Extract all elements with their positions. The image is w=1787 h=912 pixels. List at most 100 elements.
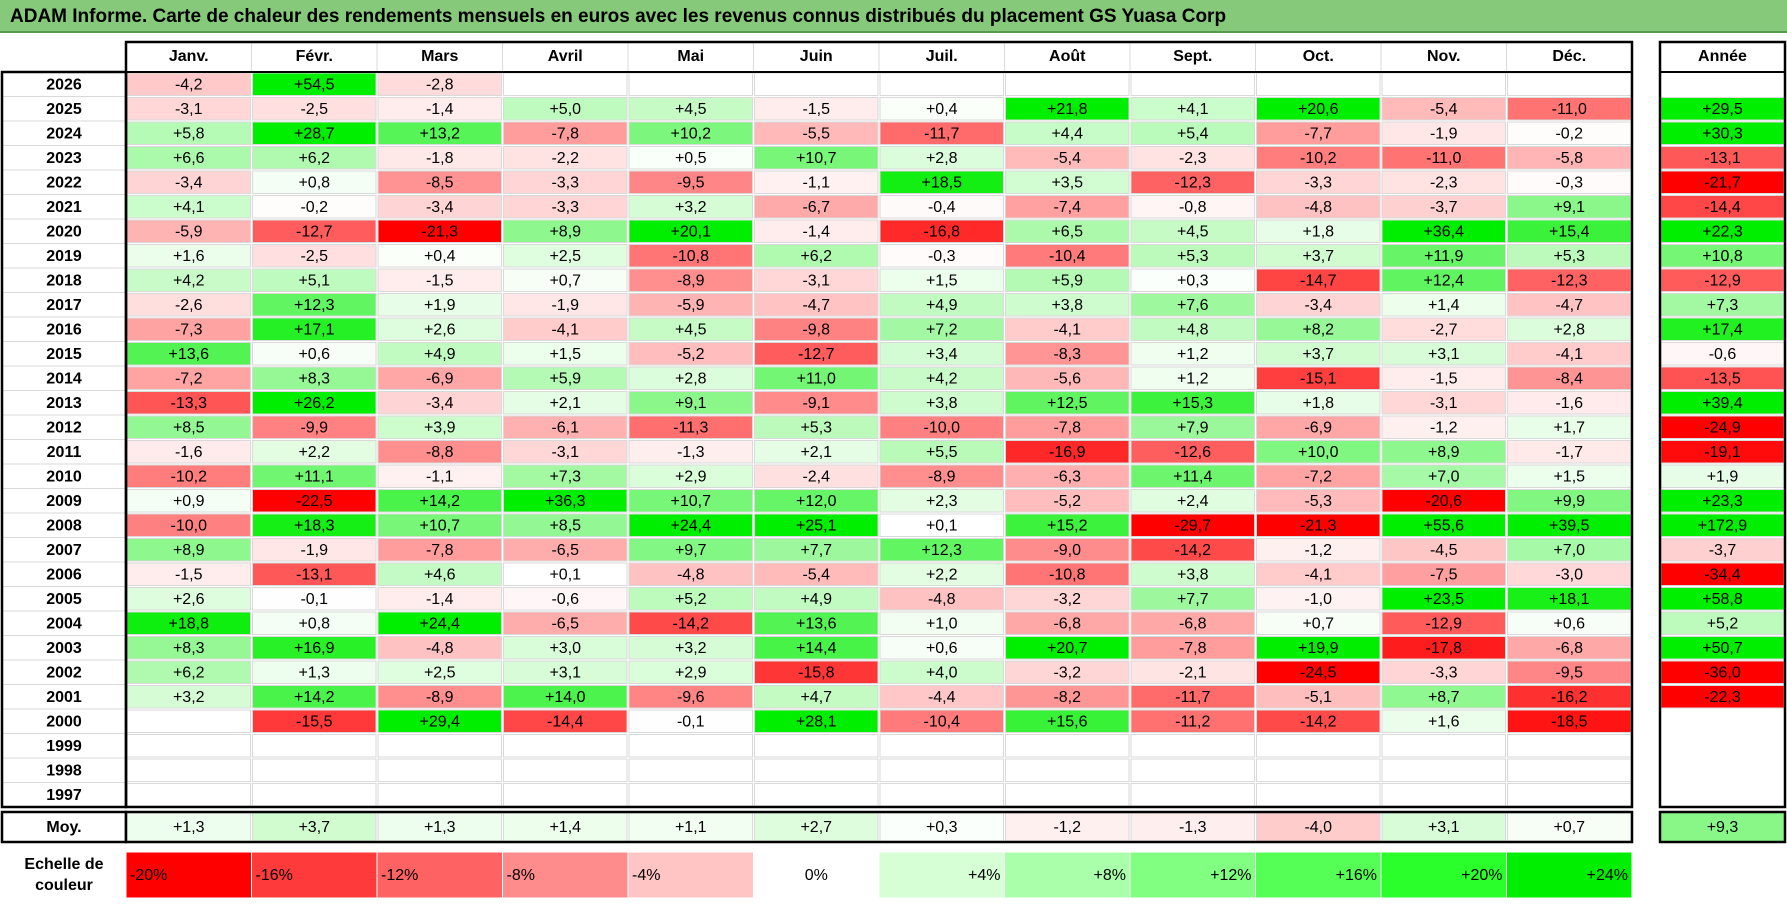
heat-cell <box>754 317 879 341</box>
heat-value: -2,4 <box>802 468 830 485</box>
heat-value: -3,1 <box>1430 395 1458 412</box>
heat-value: +12,3 <box>922 542 963 559</box>
heat-cell <box>503 562 628 586</box>
heat-value: +2,1 <box>800 444 832 461</box>
year-label-2022: 2022 <box>46 174 82 191</box>
month-header-0: Janv. <box>169 48 209 65</box>
heat-cell <box>377 660 502 684</box>
heat-value: +18,5 <box>922 174 963 191</box>
heat-value: -7,7 <box>1304 125 1332 142</box>
heat-value: +4,5 <box>675 321 707 338</box>
heat-cell <box>1256 489 1381 513</box>
heat-cell <box>252 587 377 611</box>
heat-cell <box>503 72 628 96</box>
heat-value: -3,4 <box>175 174 203 191</box>
year-label-2010: 2010 <box>46 468 82 485</box>
heat-cell <box>1256 587 1381 611</box>
heat-value: +6,2 <box>800 248 832 265</box>
heat-cell <box>1256 72 1381 96</box>
heat-value: +0,7 <box>1302 615 1334 632</box>
heat-cell <box>1005 562 1130 586</box>
heat-value: -0,4 <box>928 199 956 216</box>
heat-value: -9,5 <box>677 174 705 191</box>
heat-cell <box>628 146 753 170</box>
heat-value: +7,7 <box>1177 591 1209 608</box>
average-value: +0,3 <box>926 819 958 836</box>
heat-cell <box>503 293 628 317</box>
heat-cell <box>1130 293 1255 317</box>
heat-value: -5,8 <box>1555 150 1583 167</box>
heat-value: -3,3 <box>1304 174 1332 191</box>
heat-cell <box>1130 268 1255 292</box>
annual-value: -36,0 <box>1704 664 1741 681</box>
heat-cell <box>628 709 753 733</box>
heat-cell <box>628 342 753 366</box>
heat-value: +13,6 <box>169 346 210 363</box>
heat-value: -10,8 <box>673 248 710 265</box>
scale-swatch <box>1129 851 1256 899</box>
heat-value: -5,5 <box>802 125 830 142</box>
heat-value: -14,2 <box>1300 713 1337 730</box>
heat-cell <box>503 146 628 170</box>
heat-value: -11,7 <box>924 125 959 142</box>
heat-value: -21,3 <box>1300 517 1337 534</box>
heat-value: +13,6 <box>796 615 837 632</box>
heat-value: +12,3 <box>294 297 335 314</box>
scale-label: -4% <box>632 867 660 884</box>
heat-cell <box>754 146 879 170</box>
heat-value: -11,7 <box>1175 689 1210 706</box>
heat-cell <box>1005 219 1130 243</box>
heat-value: +0,8 <box>298 615 330 632</box>
heat-value: +0,6 <box>926 640 958 657</box>
heat-value: -5,4 <box>802 566 830 583</box>
year-label-2023: 2023 <box>46 150 82 167</box>
heat-value: +26,2 <box>294 395 335 412</box>
heat-cell <box>252 734 377 758</box>
heat-cell <box>1381 268 1506 292</box>
heat-value: -6,8 <box>1555 640 1583 657</box>
heat-cell <box>252 342 377 366</box>
average-value: +0,7 <box>1553 819 1585 836</box>
heat-cell <box>126 734 251 758</box>
year-label-cell <box>1 120 127 146</box>
heat-value: -1,1 <box>802 174 830 191</box>
heat-cell <box>503 170 628 194</box>
heat-value: +2,4 <box>1177 493 1209 510</box>
heat-value: +4,5 <box>675 101 707 118</box>
heat-cell <box>1381 195 1506 219</box>
heat-value: +2,9 <box>675 664 707 681</box>
heat-value: -3,2 <box>1053 664 1081 681</box>
heat-value: +28,7 <box>294 125 335 142</box>
year-label-2021: 2021 <box>46 199 82 216</box>
heat-value: +3,2 <box>675 199 707 216</box>
heat-value: -7,2 <box>175 370 203 387</box>
month-header-6: Juil. <box>926 48 958 65</box>
average-cell <box>252 812 377 842</box>
heat-cell <box>1005 758 1130 782</box>
year-label-2025: 2025 <box>46 101 82 118</box>
heat-cell <box>1256 709 1381 733</box>
heat-value: +24,4 <box>671 517 712 534</box>
heat-cell <box>252 146 377 170</box>
heat-value: +5,9 <box>549 370 581 387</box>
heat-cell <box>628 72 753 96</box>
heat-value: -3,2 <box>1053 591 1081 608</box>
heat-value: -5,9 <box>175 223 203 240</box>
heat-cell <box>879 244 1004 268</box>
heat-cell <box>1381 611 1506 635</box>
heat-cell <box>879 219 1004 243</box>
heat-value: -15,5 <box>296 713 333 730</box>
heat-value: +0,7 <box>549 272 581 289</box>
heat-value: +3,9 <box>424 419 456 436</box>
heat-value: +1,8 <box>1302 223 1334 240</box>
heat-cell <box>1005 317 1130 341</box>
heat-cell <box>754 391 879 415</box>
heat-value: +4,4 <box>1051 125 1083 142</box>
heat-cell <box>754 562 879 586</box>
heat-cell <box>1005 783 1130 807</box>
heat-value: +10,2 <box>671 125 712 142</box>
heat-cell <box>879 391 1004 415</box>
heat-cell <box>503 660 628 684</box>
year-label-2008: 2008 <box>46 517 82 534</box>
heat-cell <box>503 317 628 341</box>
